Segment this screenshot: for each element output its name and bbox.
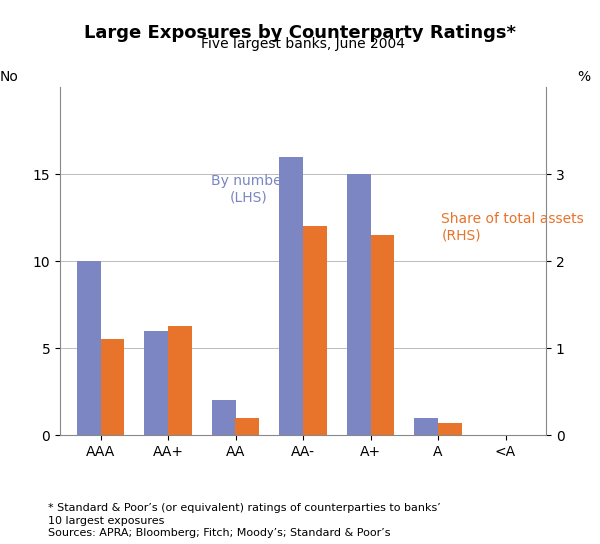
Bar xyxy=(347,174,371,435)
Bar xyxy=(235,418,259,435)
Bar xyxy=(280,157,303,435)
Text: Sources: APRA; Bloomberg; Fitch; Moody’s; Standard & Poor’s: Sources: APRA; Bloomberg; Fitch; Moody’s… xyxy=(48,528,391,538)
Bar xyxy=(303,226,326,435)
Bar xyxy=(438,423,461,435)
Bar xyxy=(212,400,235,435)
Text: 10 largest exposures: 10 largest exposures xyxy=(48,516,164,526)
Text: No: No xyxy=(0,70,19,84)
Bar xyxy=(77,261,101,435)
Title: Five largest banks, June 2004: Five largest banks, June 2004 xyxy=(201,37,405,51)
Bar xyxy=(371,235,394,435)
Text: Large Exposures by Counterparty Ratings*: Large Exposures by Counterparty Ratings* xyxy=(84,24,516,42)
Bar xyxy=(168,325,191,435)
Text: %: % xyxy=(578,70,591,84)
Bar xyxy=(415,418,438,435)
Text: Share of total assets
(RHS): Share of total assets (RHS) xyxy=(442,212,584,243)
Bar xyxy=(101,339,124,435)
Text: * Standard & Poor’s (or equivalent) ratings of counterparties to banks’: * Standard & Poor’s (or equivalent) rati… xyxy=(48,503,441,513)
Bar xyxy=(145,331,168,435)
Text: By number
(LHS): By number (LHS) xyxy=(211,174,287,205)
